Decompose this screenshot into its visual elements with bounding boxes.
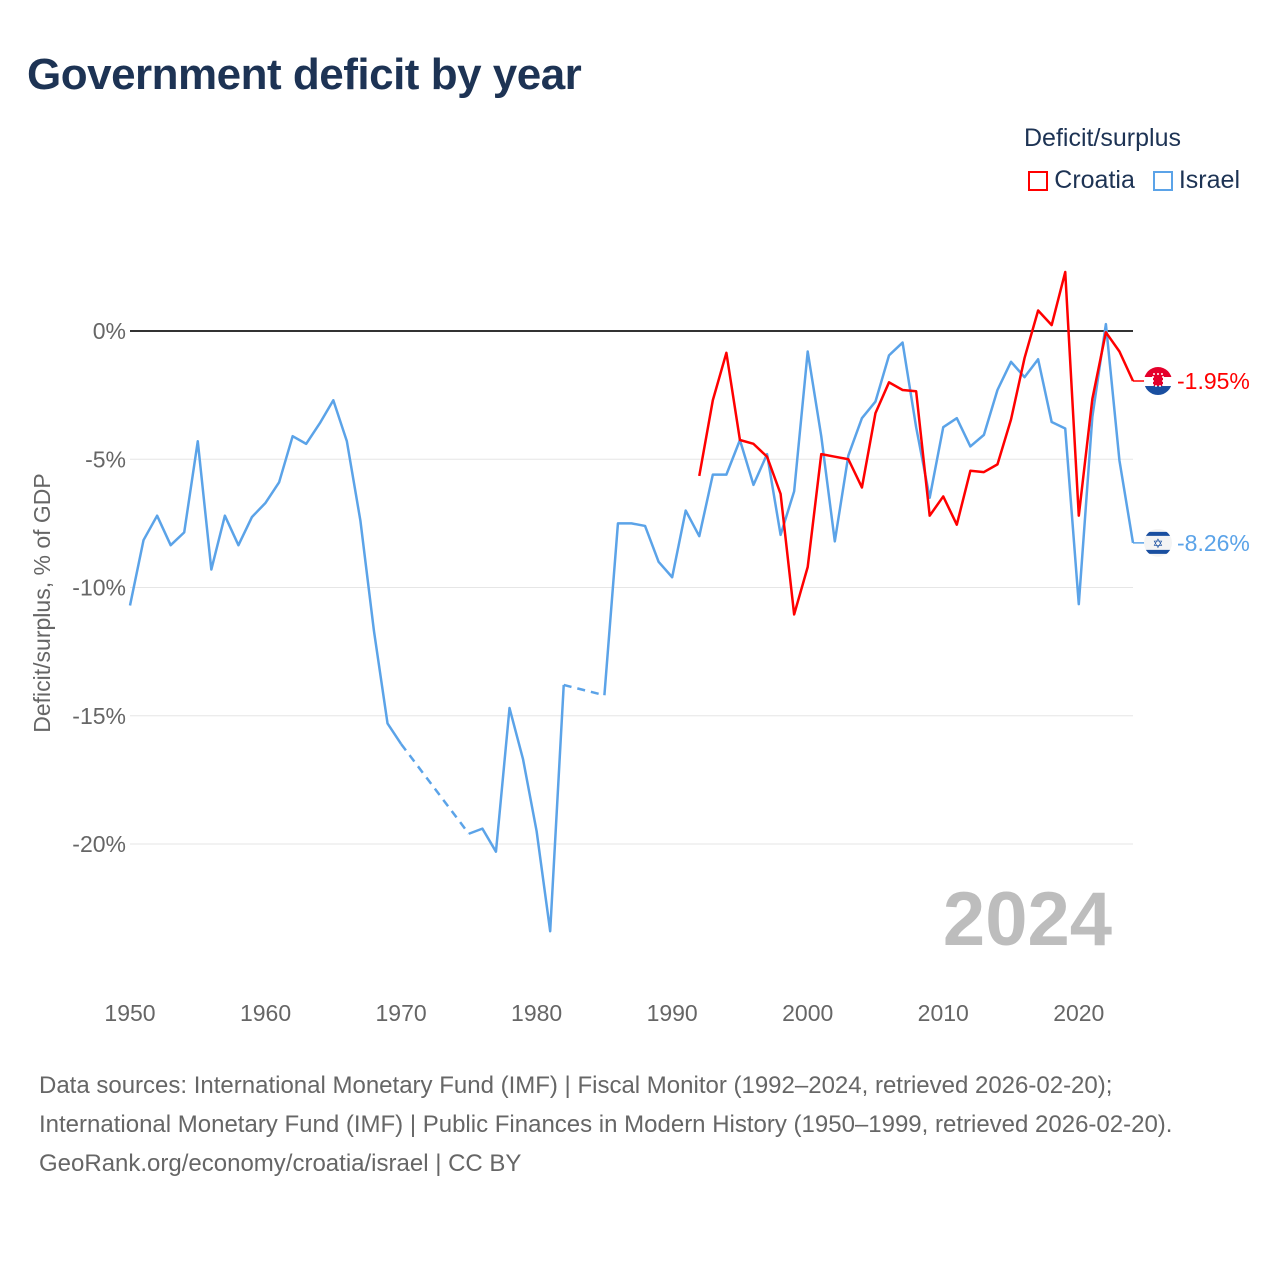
x-tick-label: 1950 xyxy=(104,1000,155,1026)
series-gap-israel xyxy=(400,743,470,835)
end-label-israel: -8.26% xyxy=(1177,530,1250,556)
croatia-flag-icon xyxy=(1144,367,1172,396)
x-tick-label: 1990 xyxy=(647,1000,698,1026)
israel-flag-icon: ✡ xyxy=(1144,528,1172,557)
legend-swatch-croatia xyxy=(1028,170,1049,191)
series-line-croatia xyxy=(698,270,1135,616)
y-tick-label: -20% xyxy=(72,831,126,857)
end-label-croatia: -1.95% xyxy=(1177,368,1250,394)
legend-label-croatia: Croatia xyxy=(1054,166,1135,194)
chart-title: Government deficit by year xyxy=(27,50,582,99)
series-line-israel xyxy=(603,322,1135,696)
y-tick-label: -15% xyxy=(72,703,126,729)
credit-link[interactable]: GeoRank.org/economy/croatia/israel | CC … xyxy=(39,1150,522,1177)
legend-label-israel: Israel xyxy=(1178,166,1240,194)
x-tick-label: 2010 xyxy=(918,1000,969,1026)
svg-text:✡: ✡ xyxy=(1153,536,1164,551)
line-chart: 2024 0% -5% -10% -15% -20% 1950 1960 1970 1980 199… xyxy=(29,270,1250,1026)
x-tick-label: 1970 xyxy=(375,1000,426,1026)
series-line-israel xyxy=(128,399,403,745)
x-tick-label: 1960 xyxy=(240,1000,291,1026)
legend-item-croatia[interactable]: Croatia xyxy=(1028,166,1135,195)
series-line-israel xyxy=(468,684,565,933)
x-tick-label: 1980 xyxy=(511,1000,562,1026)
legend-title: Deficit/surplus xyxy=(1024,124,1181,152)
y-tick-label: -10% xyxy=(72,575,126,601)
footer: Data sources: International Monetary Fun… xyxy=(39,1066,1239,1183)
legend-swatch-israel xyxy=(1152,170,1173,191)
x-tick-label: 2020 xyxy=(1053,1000,1104,1026)
series-gap-israel xyxy=(563,683,605,697)
year-watermark: 2024 xyxy=(943,877,1112,962)
x-tick-label: 2000 xyxy=(782,1000,833,1026)
data-sources: Data sources: International Monetary Fun… xyxy=(39,1072,1173,1138)
y-axis-label: Deficit/surplus, % of GDP xyxy=(29,473,55,732)
legend-item-israel[interactable]: Israel xyxy=(1152,166,1240,195)
y-tick-label: 0% xyxy=(93,318,126,344)
y-tick-label: -5% xyxy=(85,446,126,472)
legend: Croatia Israel xyxy=(1028,166,1240,195)
